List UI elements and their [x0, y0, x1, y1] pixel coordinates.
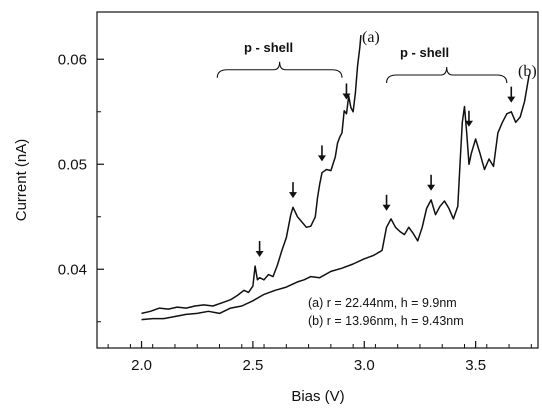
series-line-a — [141, 35, 362, 315]
x-tick-label: 2.5 — [242, 357, 263, 374]
annotation-layer — [216, 61, 516, 257]
p-shell-label-a: p - shell — [244, 40, 293, 55]
x-tick-label: 3.0 — [354, 357, 375, 374]
x-axis-title: Bias (V) — [291, 388, 344, 405]
x-tick-label: 3.5 — [465, 357, 486, 374]
series-label-b: (b) — [518, 63, 537, 80]
y-tick-label: 0.06 — [58, 51, 87, 68]
p-shell-label-b: p - shell — [400, 45, 449, 60]
peak-arrow-b-head — [464, 120, 473, 127]
peak-arrow-a-head — [317, 155, 326, 162]
plot-frame — [96, 11, 539, 349]
series-line-b — [141, 74, 530, 321]
peak-arrow-b-head — [427, 184, 436, 191]
peak-arrow-a-head — [342, 93, 351, 100]
p-shell-brace-a — [216, 61, 343, 78]
p-shell-brace-b — [385, 66, 508, 84]
y-tick-label: 0.04 — [58, 261, 87, 278]
y-axis-title: Current (nA) — [13, 139, 30, 222]
series-layer — [141, 35, 530, 321]
peak-arrow-b-head — [382, 204, 391, 211]
x-tick-label: 2.0 — [131, 357, 152, 374]
legend-line-b: (b) r = 13.96nm, h = 9.43nm — [308, 314, 464, 328]
peak-arrow-a-head — [255, 250, 264, 257]
y-tick-label: 0.05 — [58, 156, 87, 173]
peak-arrow-b-head — [507, 96, 516, 103]
peak-arrow-a-head — [289, 192, 297, 199]
series-label-a: (a) — [362, 29, 380, 46]
legend-line-a: (a) r = 22.44nm, h = 9.9nm — [308, 296, 457, 310]
axes: 2.0 2.5 3.0 3.5 0.04 0.05 0.06 — [58, 11, 539, 374]
